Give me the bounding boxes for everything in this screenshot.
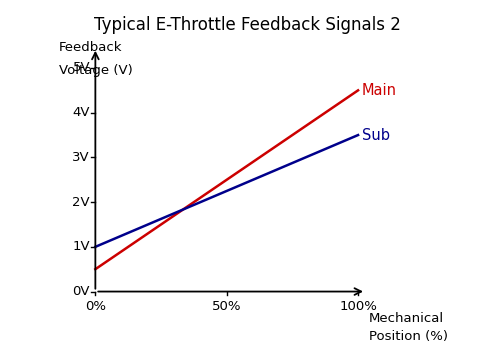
Text: 0%: 0% [85,300,106,313]
Text: Position (%): Position (%) [368,330,448,343]
Text: 50%: 50% [212,300,242,313]
Text: 4V: 4V [72,106,90,119]
Text: 5V: 5V [72,61,90,74]
Text: 3V: 3V [72,151,90,164]
Text: Voltage (V): Voltage (V) [59,63,132,76]
Text: Sub: Sub [362,128,390,143]
Title: Typical E-Throttle Feedback Signals 2: Typical E-Throttle Feedback Signals 2 [94,16,401,34]
Text: Main: Main [362,83,397,98]
Text: 100%: 100% [339,300,377,313]
Text: Feedback: Feedback [59,41,122,54]
Text: 1V: 1V [72,240,90,253]
Text: 0V: 0V [72,285,90,298]
Text: 2V: 2V [72,196,90,209]
Text: Mechanical: Mechanical [368,312,444,325]
